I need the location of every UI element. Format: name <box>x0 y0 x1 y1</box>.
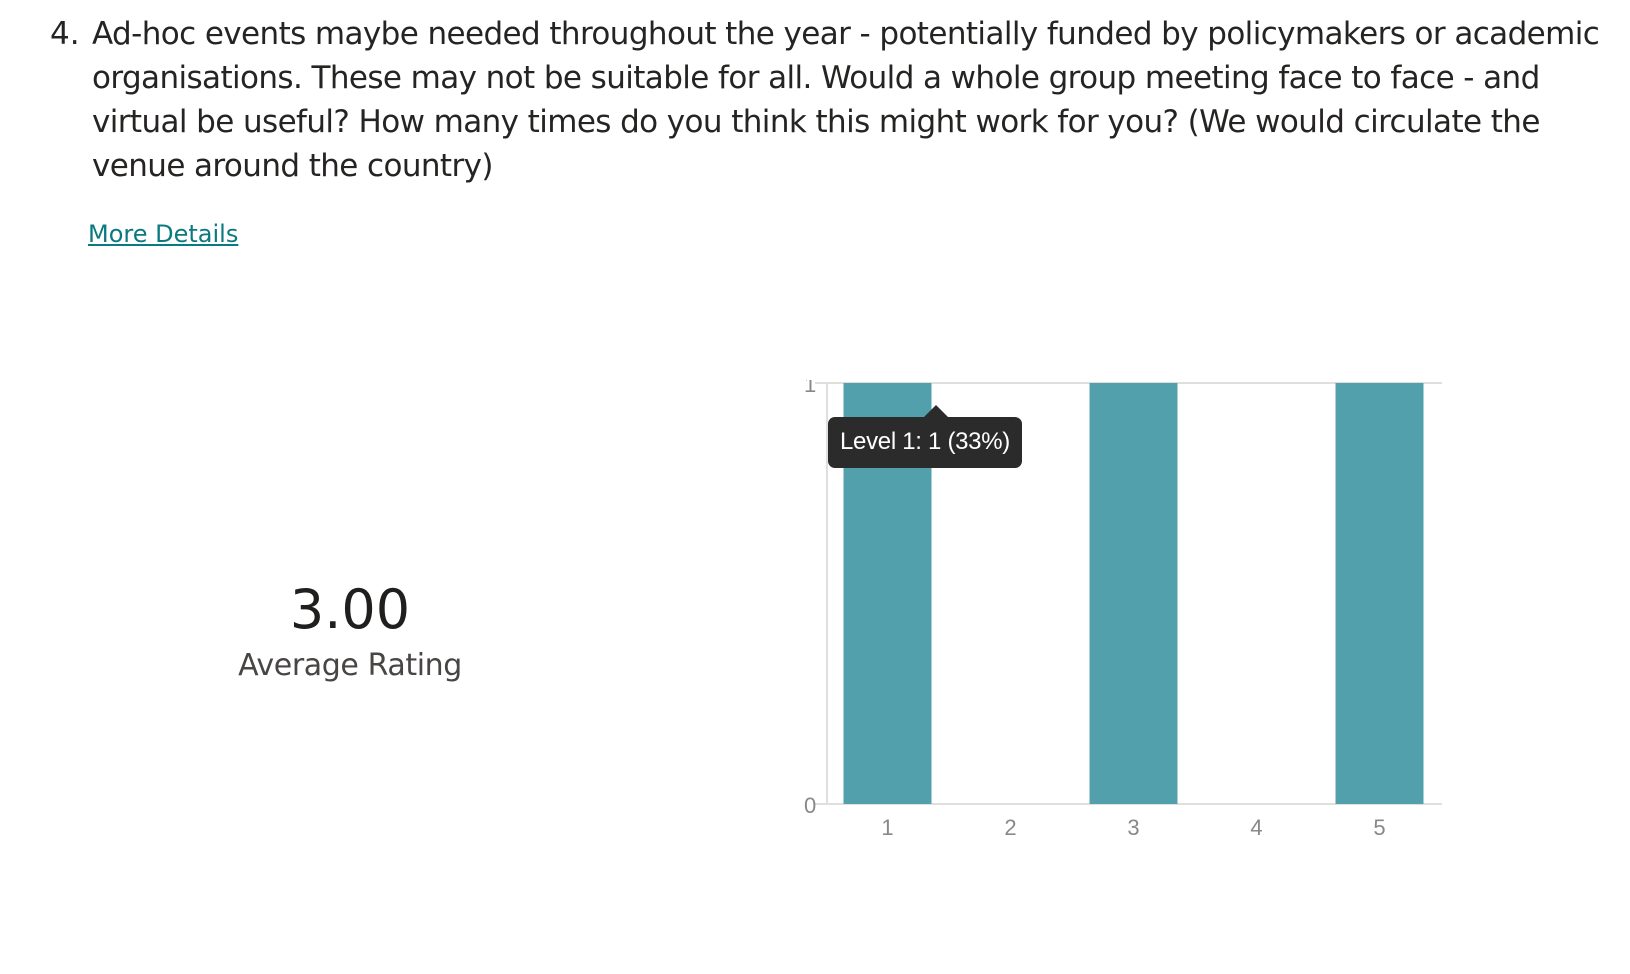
bar <box>1089 383 1178 804</box>
average-rating-value: 3.00 <box>289 578 411 641</box>
question-header: 4. Ad-hoc events maybe needed throughout… <box>50 12 1610 188</box>
y-tick-label: 1 <box>804 380 816 397</box>
more-details-link[interactable]: More Details <box>88 220 239 248</box>
y-tick-label: 0 <box>804 793 816 818</box>
x-tick-label: 1 <box>881 815 893 840</box>
question-number: 4. <box>50 16 80 52</box>
x-tick-label: 4 <box>1250 815 1262 840</box>
question-text: Ad-hoc events maybe needed throughout th… <box>92 16 1600 184</box>
bar <box>1335 383 1424 804</box>
average-rating-summary: 3.00 Average Rating <box>200 580 500 686</box>
x-tick-label: 5 <box>1373 815 1385 840</box>
x-tick-label: 2 <box>1004 815 1016 840</box>
chart-tooltip: Level 1: 1 (33%) <box>828 417 1022 468</box>
average-rating-label: Average Rating <box>238 648 462 683</box>
tooltip-arrow <box>924 405 948 417</box>
x-tick-label: 3 <box>1127 815 1139 840</box>
